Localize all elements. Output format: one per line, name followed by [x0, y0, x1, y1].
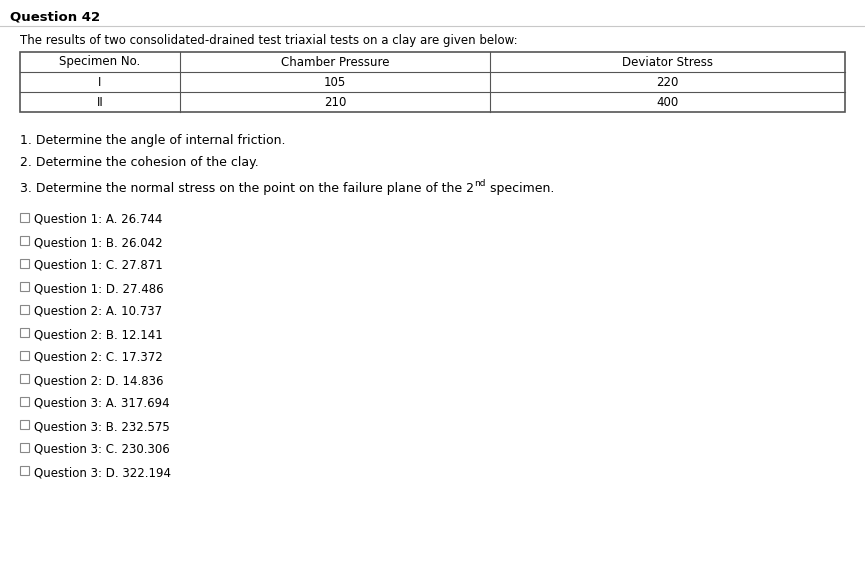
Text: nd: nd: [474, 179, 485, 188]
Text: Question 42: Question 42: [10, 10, 100, 23]
Bar: [20, 466, 29, 475]
Text: 105: 105: [324, 75, 346, 89]
Bar: [20, 236, 29, 245]
Text: Question 3: B. 232.575: Question 3: B. 232.575: [34, 420, 170, 433]
Text: Question 2: B. 12.141: Question 2: B. 12.141: [34, 328, 163, 341]
Bar: [20, 351, 29, 360]
Text: Question 1: C. 27.871: Question 1: C. 27.871: [34, 259, 163, 272]
Text: Question 2: C. 17.372: Question 2: C. 17.372: [34, 351, 163, 364]
Text: I: I: [99, 75, 102, 89]
Bar: [20, 213, 29, 222]
Bar: [20, 443, 29, 452]
Text: Question 1: B. 26.042: Question 1: B. 26.042: [34, 236, 163, 249]
Text: Question 3: D. 322.194: Question 3: D. 322.194: [34, 466, 171, 479]
Bar: [20, 52, 845, 112]
Text: Question 1: D. 27.486: Question 1: D. 27.486: [34, 282, 163, 295]
Text: 1. Determine the angle of internal friction.: 1. Determine the angle of internal frict…: [20, 134, 285, 147]
Bar: [20, 328, 29, 337]
Text: 2. Determine the cohesion of the clay.: 2. Determine the cohesion of the clay.: [20, 156, 259, 169]
Text: Specimen No.: Specimen No.: [60, 55, 141, 68]
Text: II: II: [97, 95, 104, 109]
Text: Question 2: A. 10.737: Question 2: A. 10.737: [34, 305, 162, 318]
Text: Question 3: C. 230.306: Question 3: C. 230.306: [34, 443, 170, 456]
Bar: [20, 420, 29, 429]
Bar: [20, 305, 29, 314]
Text: Chamber Pressure: Chamber Pressure: [281, 55, 389, 68]
Text: 210: 210: [324, 95, 346, 109]
Text: Question 1: A. 26.744: Question 1: A. 26.744: [34, 213, 163, 226]
Text: Deviator Stress: Deviator Stress: [622, 55, 713, 68]
Bar: [20, 282, 29, 291]
Text: Question 2: D. 14.836: Question 2: D. 14.836: [34, 374, 163, 387]
Bar: [20, 259, 29, 268]
Text: 400: 400: [657, 95, 679, 109]
Bar: [20, 374, 29, 383]
Text: 3. Determine the normal stress on the point on the failure plane of the 2: 3. Determine the normal stress on the po…: [20, 182, 474, 195]
Text: Question 3: A. 317.694: Question 3: A. 317.694: [34, 397, 170, 410]
Text: The results of two consolidated-drained test triaxial tests on a clay are given : The results of two consolidated-drained …: [20, 34, 517, 47]
Text: specimen.: specimen.: [485, 182, 554, 195]
Text: 220: 220: [657, 75, 679, 89]
Bar: [20, 397, 29, 406]
